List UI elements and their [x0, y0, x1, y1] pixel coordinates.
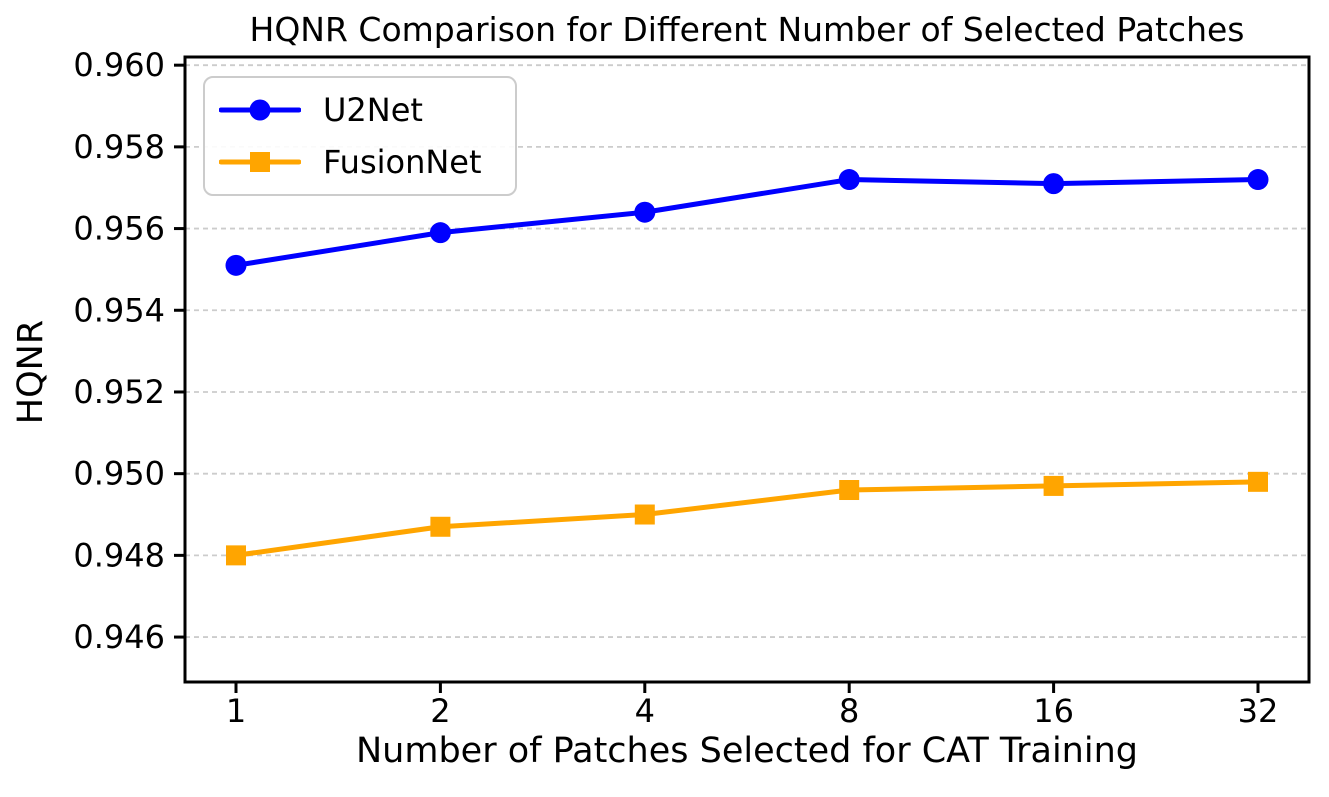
- legend-sample-marker: [250, 152, 270, 172]
- chart-title: HQNR Comparison for Different Number of …: [249, 10, 1245, 49]
- x-axis-label: Number of Patches Selected for CAT Train…: [356, 731, 1138, 771]
- x-tick-label: 32: [1238, 692, 1279, 730]
- data-point-fusionnet: [1248, 471, 1268, 492]
- data-point-fusionnet: [430, 516, 451, 537]
- legend-sample-marker: [249, 99, 271, 121]
- y-tick-label: 0.952: [73, 373, 165, 411]
- y-tick-label: 0.956: [73, 210, 165, 248]
- y-tick-label: 0.950: [73, 455, 165, 493]
- legend-item-fusionnet: FusionNet: [219, 140, 515, 184]
- legend-label-fusionnet: FusionNet: [323, 143, 482, 181]
- data-point-u2net: [1247, 169, 1269, 191]
- data-point-u2net: [634, 201, 656, 223]
- data-point-u2net: [838, 169, 860, 191]
- x-tick-label: 16: [1033, 692, 1074, 730]
- y-tick-label: 0.954: [73, 291, 165, 329]
- data-point-u2net: [225, 254, 247, 276]
- x-tick-label: 1: [226, 692, 246, 730]
- legend-line-square-icon: [219, 152, 301, 172]
- data-point-fusionnet: [634, 504, 655, 525]
- y-tick-label: 0.958: [73, 128, 165, 166]
- legend-line-circle-icon: [219, 99, 301, 121]
- legend-item-u2net: U2Net: [219, 88, 515, 132]
- y-tick-label: 0.948: [73, 536, 165, 574]
- legend: U2Net FusionNet: [203, 76, 517, 196]
- axes-frame: [183, 55, 1311, 684]
- data-point-fusionnet: [1043, 475, 1064, 496]
- data-point-u2net: [1043, 173, 1065, 195]
- data-point-fusionnet: [839, 480, 860, 501]
- x-tick-label: 4: [635, 692, 655, 730]
- legend-label-u2net: U2Net: [323, 91, 423, 129]
- series-line-u2net: [233, 177, 1261, 268]
- series-line-fusionnet: [233, 479, 1261, 558]
- data-point-fusionnet: [226, 545, 246, 566]
- y-tick-label: 0.946: [73, 618, 165, 656]
- x-tick-label: 8: [839, 692, 859, 730]
- data-point-u2net: [429, 222, 451, 244]
- y-tick-label: 0.960: [73, 46, 165, 84]
- x-tick-label: 2: [430, 692, 450, 730]
- y-axis-label: HQNR: [11, 319, 51, 425]
